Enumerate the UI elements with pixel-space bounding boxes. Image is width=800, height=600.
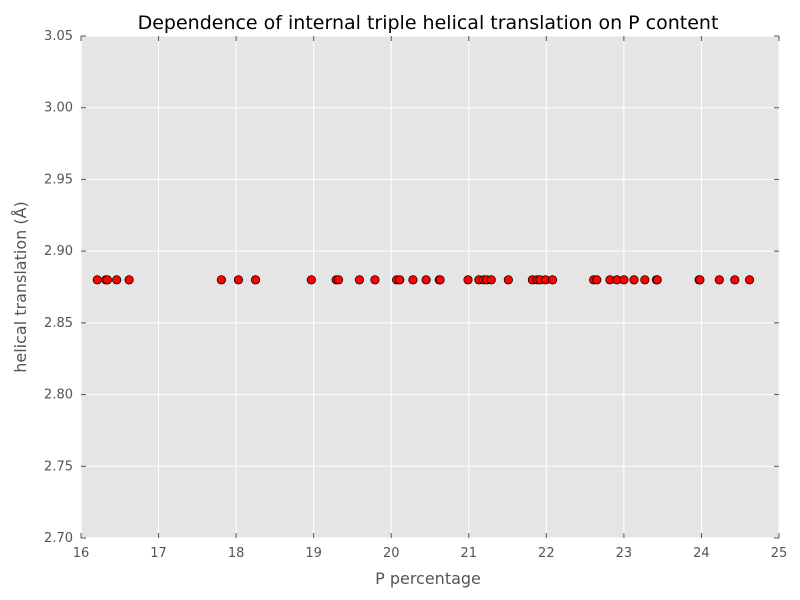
data-point <box>744 275 755 285</box>
data-point <box>370 275 380 285</box>
data-point <box>216 275 226 285</box>
x-tick-label: 17 <box>150 546 167 561</box>
axis-ticks: 16 17 18 19 20 21 22 23 24 25 2.70 2.75 2.80 2.85 2.90… <box>44 29 787 561</box>
x-tick-label: 20 <box>383 546 400 561</box>
data-point <box>619 275 629 285</box>
data-point <box>333 275 344 285</box>
y-tick-label: 2.95 <box>44 172 73 187</box>
data-point <box>503 275 513 285</box>
data-point <box>354 275 365 285</box>
grid-lines <box>80 35 780 539</box>
data-point <box>714 275 724 285</box>
y-tick-label: 3.00 <box>44 101 73 116</box>
x-tick-label: 25 <box>771 546 788 561</box>
data-point <box>306 275 316 285</box>
data-point <box>102 275 112 285</box>
data-point <box>463 275 473 285</box>
x-tick-label: 21 <box>461 546 478 561</box>
chart-title: Dependence of internal triple helical tr… <box>138 12 719 34</box>
x-tick-label: 18 <box>228 546 245 561</box>
x-axis-title: P percentage <box>375 569 481 588</box>
data-point <box>395 275 405 285</box>
data-point <box>435 275 445 285</box>
x-tick-label: 22 <box>538 546 555 561</box>
data-point <box>92 275 102 285</box>
data-point <box>421 275 431 285</box>
y-tick-label: 3.05 <box>44 29 73 44</box>
data-point <box>408 275 418 285</box>
x-tick-label: 24 <box>693 546 710 561</box>
x-tick-label: 16 <box>73 546 90 561</box>
data-point <box>629 275 639 285</box>
x-tick-label: 23 <box>616 546 633 561</box>
data-point <box>652 275 662 285</box>
data-point <box>592 275 602 285</box>
data-points <box>92 275 755 285</box>
y-tick-label: 2.85 <box>44 316 73 331</box>
data-point <box>124 275 134 285</box>
y-axis-title: helical translation (Å) <box>11 201 30 373</box>
data-point <box>233 275 244 285</box>
data-point <box>695 275 705 285</box>
plot-background <box>81 36 779 538</box>
data-point <box>547 275 558 285</box>
x-tick-label: 19 <box>305 546 322 561</box>
y-tick-label: 2.90 <box>44 244 73 259</box>
data-point <box>730 275 740 285</box>
y-tick-label: 2.70 <box>44 531 73 546</box>
y-tick-label: 2.75 <box>44 459 73 474</box>
data-point <box>112 275 122 285</box>
y-tick-label: 2.80 <box>44 388 73 403</box>
data-point <box>640 275 650 285</box>
data-point <box>486 275 496 285</box>
data-point <box>250 275 261 285</box>
